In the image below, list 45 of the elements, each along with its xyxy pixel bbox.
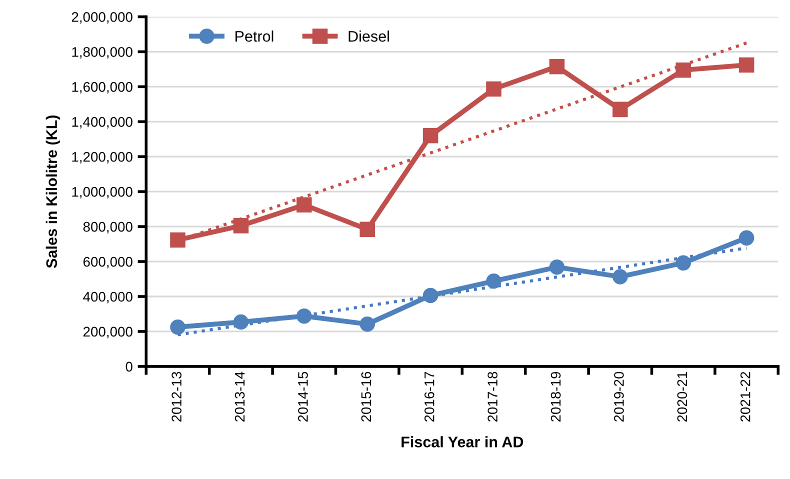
y-tick-label: 2,000,000 (72, 12, 132, 24)
y-tick-label: 1,800,000 (72, 47, 132, 59)
y-tick-label: 1,400,000 (72, 117, 132, 128)
x-tick-label: 2021-22 (740, 372, 750, 422)
point (170, 232, 186, 248)
point (296, 308, 312, 324)
point (612, 102, 628, 118)
y-tick-label: 1,200,000 (72, 152, 132, 164)
x-tick-label: 2018-19 (550, 372, 561, 422)
y-tick-label: 1,000,000 (72, 186, 132, 198)
point (422, 288, 438, 304)
point (486, 81, 502, 97)
point (738, 57, 754, 73)
point (170, 319, 186, 335)
point (360, 222, 375, 238)
y-tick-label: 400,000 (83, 292, 132, 304)
x-tick-label: 2012-13 (172, 372, 182, 422)
point (612, 269, 628, 284)
x-axis-title: Fiscal Year in AD (402, 436, 524, 448)
x-tick-label: 2014-15 (298, 372, 308, 422)
point (296, 197, 312, 213)
x-tick-label: 2020-21 (677, 372, 688, 422)
x-tick-label: 2016-17 (424, 372, 434, 422)
point (676, 255, 691, 271)
point (233, 218, 249, 234)
y-tick-label: 800,000 (83, 222, 132, 234)
point (549, 58, 565, 74)
x-tick-label: 2017-18 (488, 372, 498, 422)
point (422, 128, 438, 144)
y-tick-label: 600,000 (83, 256, 132, 268)
y-tick-label: 200,000 (83, 326, 132, 338)
y-tick-label: 0 (126, 362, 132, 372)
x-tick-label: 2013-14 (234, 372, 245, 422)
point (233, 314, 249, 330)
legend-label: Petrol (236, 30, 274, 42)
point (549, 259, 565, 275)
legend-label: Diesel (348, 30, 389, 42)
point (360, 316, 375, 332)
point (486, 273, 502, 289)
y-axis-title: Sales in Kilolitre (KL) (46, 116, 60, 268)
point (676, 62, 691, 78)
x-tick-label: 2019-20 (614, 372, 624, 422)
y-tick-label: 1,600,000 (72, 82, 132, 94)
x-tick-label: 2015-16 (361, 372, 372, 422)
point (738, 230, 754, 246)
